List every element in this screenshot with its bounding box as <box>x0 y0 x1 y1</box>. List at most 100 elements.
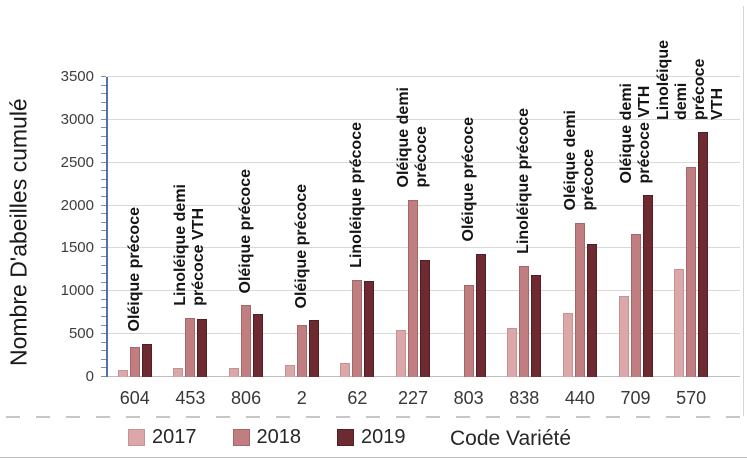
x-tick-label-2: 2 <box>296 388 307 408</box>
y-minor-tick <box>101 196 106 197</box>
legend-item-2018: 2018 <box>232 426 302 449</box>
y-tick-label-0: 0 <box>85 368 94 385</box>
bars-570 <box>674 131 709 377</box>
bar-2018-806 <box>241 305 252 377</box>
y-minor-tick <box>101 230 106 232</box>
y-minor-tick <box>101 247 106 249</box>
bar-2018-2 <box>296 324 307 377</box>
y-minor-tick <box>101 367 106 369</box>
y-minor-tick <box>101 153 106 155</box>
bars-440 <box>562 222 597 377</box>
y-tick-label-1000: 1000 <box>60 282 94 300</box>
y-minor-tick <box>101 204 106 206</box>
bar-2019-709 <box>642 195 653 377</box>
legend-label-2017: 2017 <box>152 426 197 448</box>
variety-label-838: Linoléique précoce <box>515 107 533 254</box>
table-border-bottom <box>0 457 747 458</box>
bar-2018-227 <box>407 199 418 377</box>
y-minor-tick <box>101 110 106 112</box>
x-tick-label-806: 806 <box>231 388 262 408</box>
x-tick-label-838: 838 <box>509 388 540 408</box>
legend-label-2018: 2018 <box>256 426 302 448</box>
bar-2019-2 <box>308 320 319 377</box>
y-minor-tick <box>101 273 106 275</box>
bar-group-453: Linoléique demi précoce VTH 453 <box>163 77 219 408</box>
bar-group-838: Linoléique précoce 838 <box>496 77 552 408</box>
bars-453 <box>173 317 208 377</box>
bar-2018-803 <box>463 285 474 377</box>
y-minor-tick <box>101 376 106 377</box>
gridline-3500 <box>107 76 740 77</box>
bar-2018-570 <box>686 167 697 377</box>
y-tick-label-3000: 3000 <box>60 110 94 128</box>
variety-label-227: Oléique demi précoce <box>395 87 430 188</box>
legend-swatch-2017 <box>128 429 145 446</box>
y-minor-tick <box>101 333 106 335</box>
x-tick-label-453: 453 <box>175 388 206 408</box>
variety-label-803: Oléique précoce <box>459 117 477 242</box>
legend-label-2019: 2019 <box>361 426 406 448</box>
bar-2019-803 <box>475 253 486 377</box>
bar-2017-604 <box>117 370 128 377</box>
y-minor-tick <box>101 93 106 95</box>
bars-803 <box>452 253 486 377</box>
variety-label-709: Oléique demi précoce VTH <box>617 82 653 184</box>
y-minor-tick <box>101 213 106 215</box>
y-minor-tick <box>101 127 106 129</box>
bar-2019-838 <box>531 275 542 377</box>
bar-group-604: Oléique précoce 604 <box>107 77 163 408</box>
legend-item-2017: 2017 <box>128 426 197 449</box>
bar-2017-440 <box>562 312 573 377</box>
bar-2019-453 <box>197 318 208 377</box>
y-minor-tick <box>101 264 106 266</box>
bars-62 <box>340 280 375 377</box>
x-tick-label-227: 227 <box>397 388 428 408</box>
x-tick-label-803: 803 <box>453 388 484 408</box>
bar-2019-227 <box>419 259 430 377</box>
y-minor-tick <box>101 161 106 163</box>
y-minor-tick <box>101 350 106 352</box>
bar-2019-440 <box>586 244 597 377</box>
bar-group-570: Linoléique demi précoce VTH 570 <box>655 40 726 408</box>
y-minor-tick <box>101 178 106 180</box>
y-minor-tick <box>101 221 106 223</box>
x-axis-title: Code Variété <box>450 427 572 450</box>
bars-838 <box>507 265 542 377</box>
bar-group-806: Oléique précoce 806 <box>218 77 274 408</box>
y-tick-label-2000: 2000 <box>60 196 94 214</box>
legend: 2017 2018 2019 <box>128 426 406 449</box>
bar-2019-604 <box>141 343 152 377</box>
x-tick-label-440: 440 <box>564 388 595 408</box>
bar-2018-453 <box>185 317 196 377</box>
bar-2017-62 <box>340 363 351 377</box>
y-minor-tick <box>101 118 106 120</box>
plot-area: Oléique précoce 604 Linoléique demi précoc… <box>101 40 740 408</box>
y-minor-tick <box>101 170 106 172</box>
bars-604 <box>117 343 152 377</box>
y-minor-tick <box>101 324 106 326</box>
y-minor-tick <box>101 187 106 189</box>
y-minor-tick <box>101 144 106 146</box>
y-minor-tick <box>101 307 106 309</box>
bar-2018-838 <box>519 265 530 377</box>
variety-label-806: Oléique précoce <box>237 168 255 294</box>
x-tick-label-709: 709 <box>620 388 651 408</box>
y-axis-line <box>106 77 108 377</box>
bar-2017-838 <box>507 328 518 377</box>
y-minor-tick <box>101 76 106 77</box>
variety-label-570: Linoléique demi précoce VTH <box>655 39 727 120</box>
bars-2 <box>284 320 319 377</box>
bar-group-227: Oléique demi précoce 227 <box>385 77 441 408</box>
y-tick-label-500: 500 <box>68 325 94 343</box>
y-minor-tick <box>101 316 106 317</box>
variety-label-2: Oléique précoce <box>292 183 310 309</box>
x-tick-label-62: 62 <box>347 388 368 408</box>
x-tick-label-570: 570 <box>676 388 707 408</box>
bar-group-2: Oléique précoce 2 <box>274 77 330 408</box>
table-border-dashed <box>6 416 747 418</box>
bars-227 <box>395 199 430 377</box>
bar-2017-570 <box>674 269 685 377</box>
bar-2017-2 <box>284 365 295 377</box>
y-minor-tick <box>101 341 106 343</box>
bar-2018-62 <box>352 280 363 377</box>
